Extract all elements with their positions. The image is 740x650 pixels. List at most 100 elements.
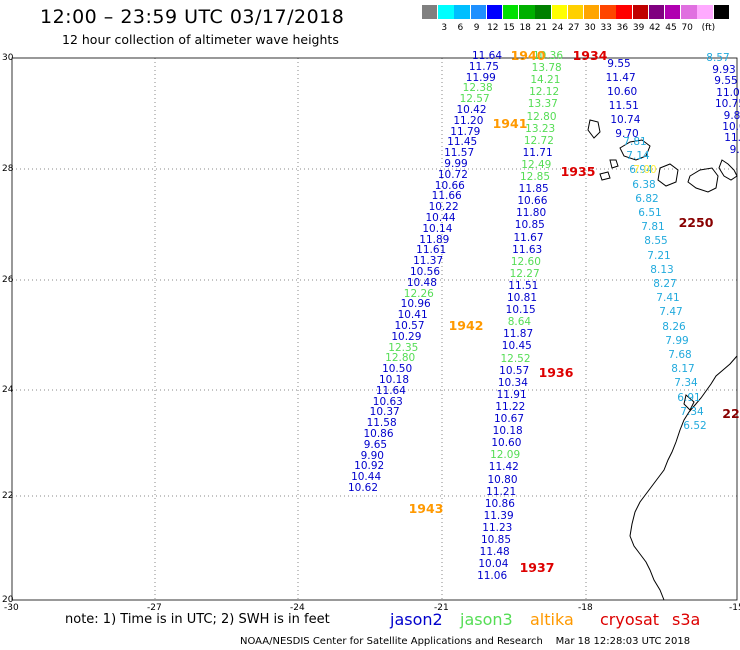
swh-value: 9.99 [444,158,468,170]
grid-lines [12,58,737,600]
swh-value: 10.85 [514,219,545,232]
swh-value: 12.80 [526,110,557,123]
satellite-s3a: s3a [672,610,701,629]
swh-value: 10.41 [397,309,428,322]
legend-label: 33 [600,23,612,33]
swh-value: 10.62 [347,482,379,494]
legend-label: 6 [457,23,464,33]
swh-value: 11.87 [503,328,534,341]
legend-swatch [697,5,713,19]
swh-value: 10.57 [499,364,530,377]
island-tenerife [619,139,651,161]
swh-value: 6.91 [677,391,701,404]
swh-value: 10.48 [406,276,437,289]
swh-value: 11.47 [605,72,636,84]
swh-value: 7.00 [633,164,657,176]
swh-value: 7.81 [623,136,647,148]
swh-value: 6.52 [683,420,707,432]
swh-value: 10.15 [505,304,536,317]
swh-value: 13.78 [531,62,562,75]
legend-label: 70 [681,23,693,33]
swh-value: 10.80 [487,473,518,486]
swh-value: 11.58 [366,417,397,430]
swh-value: 10.50 [382,363,413,376]
swh-value: 10.85 [480,534,512,546]
map-subtitle: 12 hour collection of altimeter wave hei… [62,32,339,47]
swh-value: 10.37 [369,406,400,419]
legend-swatch [681,5,697,19]
swh-value: 10.0 [722,121,740,133]
lon-label: -15 [729,603,740,613]
pass-time-1940: 1940 [510,48,546,63]
swh-value: 11.37 [413,255,444,268]
lon-label: -18 [578,603,593,613]
island-lanzarote [718,159,738,181]
pass-time-1935: 1935 [560,164,596,179]
swh-value: 7.99 [665,334,689,347]
lat-label: 24 [2,385,14,395]
island-fuerteventura [687,167,719,193]
legend-swatch [438,5,454,19]
swh-value: 11.51 [608,100,639,112]
satellite-altika: altika [530,610,574,629]
swh-value: 9.65 [363,438,388,451]
swh-value: 11.42 [488,461,519,474]
swh-value: 10.45 [501,340,532,353]
legend-label: 39 [632,23,645,33]
island-hierro [599,171,611,181]
swh-value: 11.75 [468,60,499,73]
swh-value: 12.27 [509,267,540,280]
footer: NOAA/NESDIS Center for Satellite Applica… [240,636,690,647]
swh-value: 10.86 [484,497,515,510]
swh-value: 9.8 [729,143,740,156]
legend-swatch [567,5,584,19]
legend-swatch [503,5,519,19]
note-text: note: 1) Time is in UTC; 2) SWH is in fe… [65,612,330,627]
swh-value: 9.8 [723,109,740,122]
swh-value: 12.35 [388,341,419,354]
map-title: 12:00 – 23:59 UTC 03/17/2018 [40,6,345,28]
swh-value: 10.18 [492,425,523,438]
legend-label: 12 [487,23,499,33]
pass-time-1942: 1942 [448,318,484,333]
swh-value: 12.49 [521,158,552,171]
swh-value: 11.57 [444,147,475,160]
legend-label: 45 [665,23,677,33]
swh-value: 8.13 [650,263,674,276]
africa-coast [629,355,738,601]
legend-swatch [584,5,600,19]
swh-value: 11.66 [431,190,462,203]
legend-label: 18 [519,23,531,33]
swh-value: 11.45 [447,136,478,149]
lat-label: 26 [2,275,14,285]
legend-label: 21 [535,23,548,33]
legend-label: 15 [503,23,515,33]
swh-value: 10.60 [607,86,638,98]
swh-value: 10.86 [363,428,394,440]
legend-label: 42 [649,23,661,33]
island-grancanaria [657,163,679,187]
swh-value: 7.34 [674,377,698,390]
legend-label: 3 [441,23,448,33]
swh-value: 10.29 [391,330,422,343]
legend-swatch [665,5,681,19]
map-frame [11,57,738,601]
swh-value: 12.26 [403,287,434,300]
swh-value: 11.91 [496,388,527,401]
swh-value: 7.41 [656,292,680,305]
satellite-jason3: jason3 [460,610,513,629]
swh-value: 11.99 [465,71,496,84]
swh-value: 10.34 [497,376,528,389]
swh-value: 10.42 [456,104,487,116]
swh-value: 11.48 [479,546,510,559]
swh-value: 10.72 [437,168,468,181]
swh-value: 12.52 [500,352,531,365]
swh-value: 11.85 [518,183,549,196]
swh-value: 8.17 [671,363,695,376]
legend-label: 9 [473,23,480,33]
pass-time-1941: 1941 [492,116,528,131]
pass-time-2250: 2250 [678,215,714,230]
legend-swatch [648,5,665,19]
swh-value: 12.57 [459,93,490,106]
